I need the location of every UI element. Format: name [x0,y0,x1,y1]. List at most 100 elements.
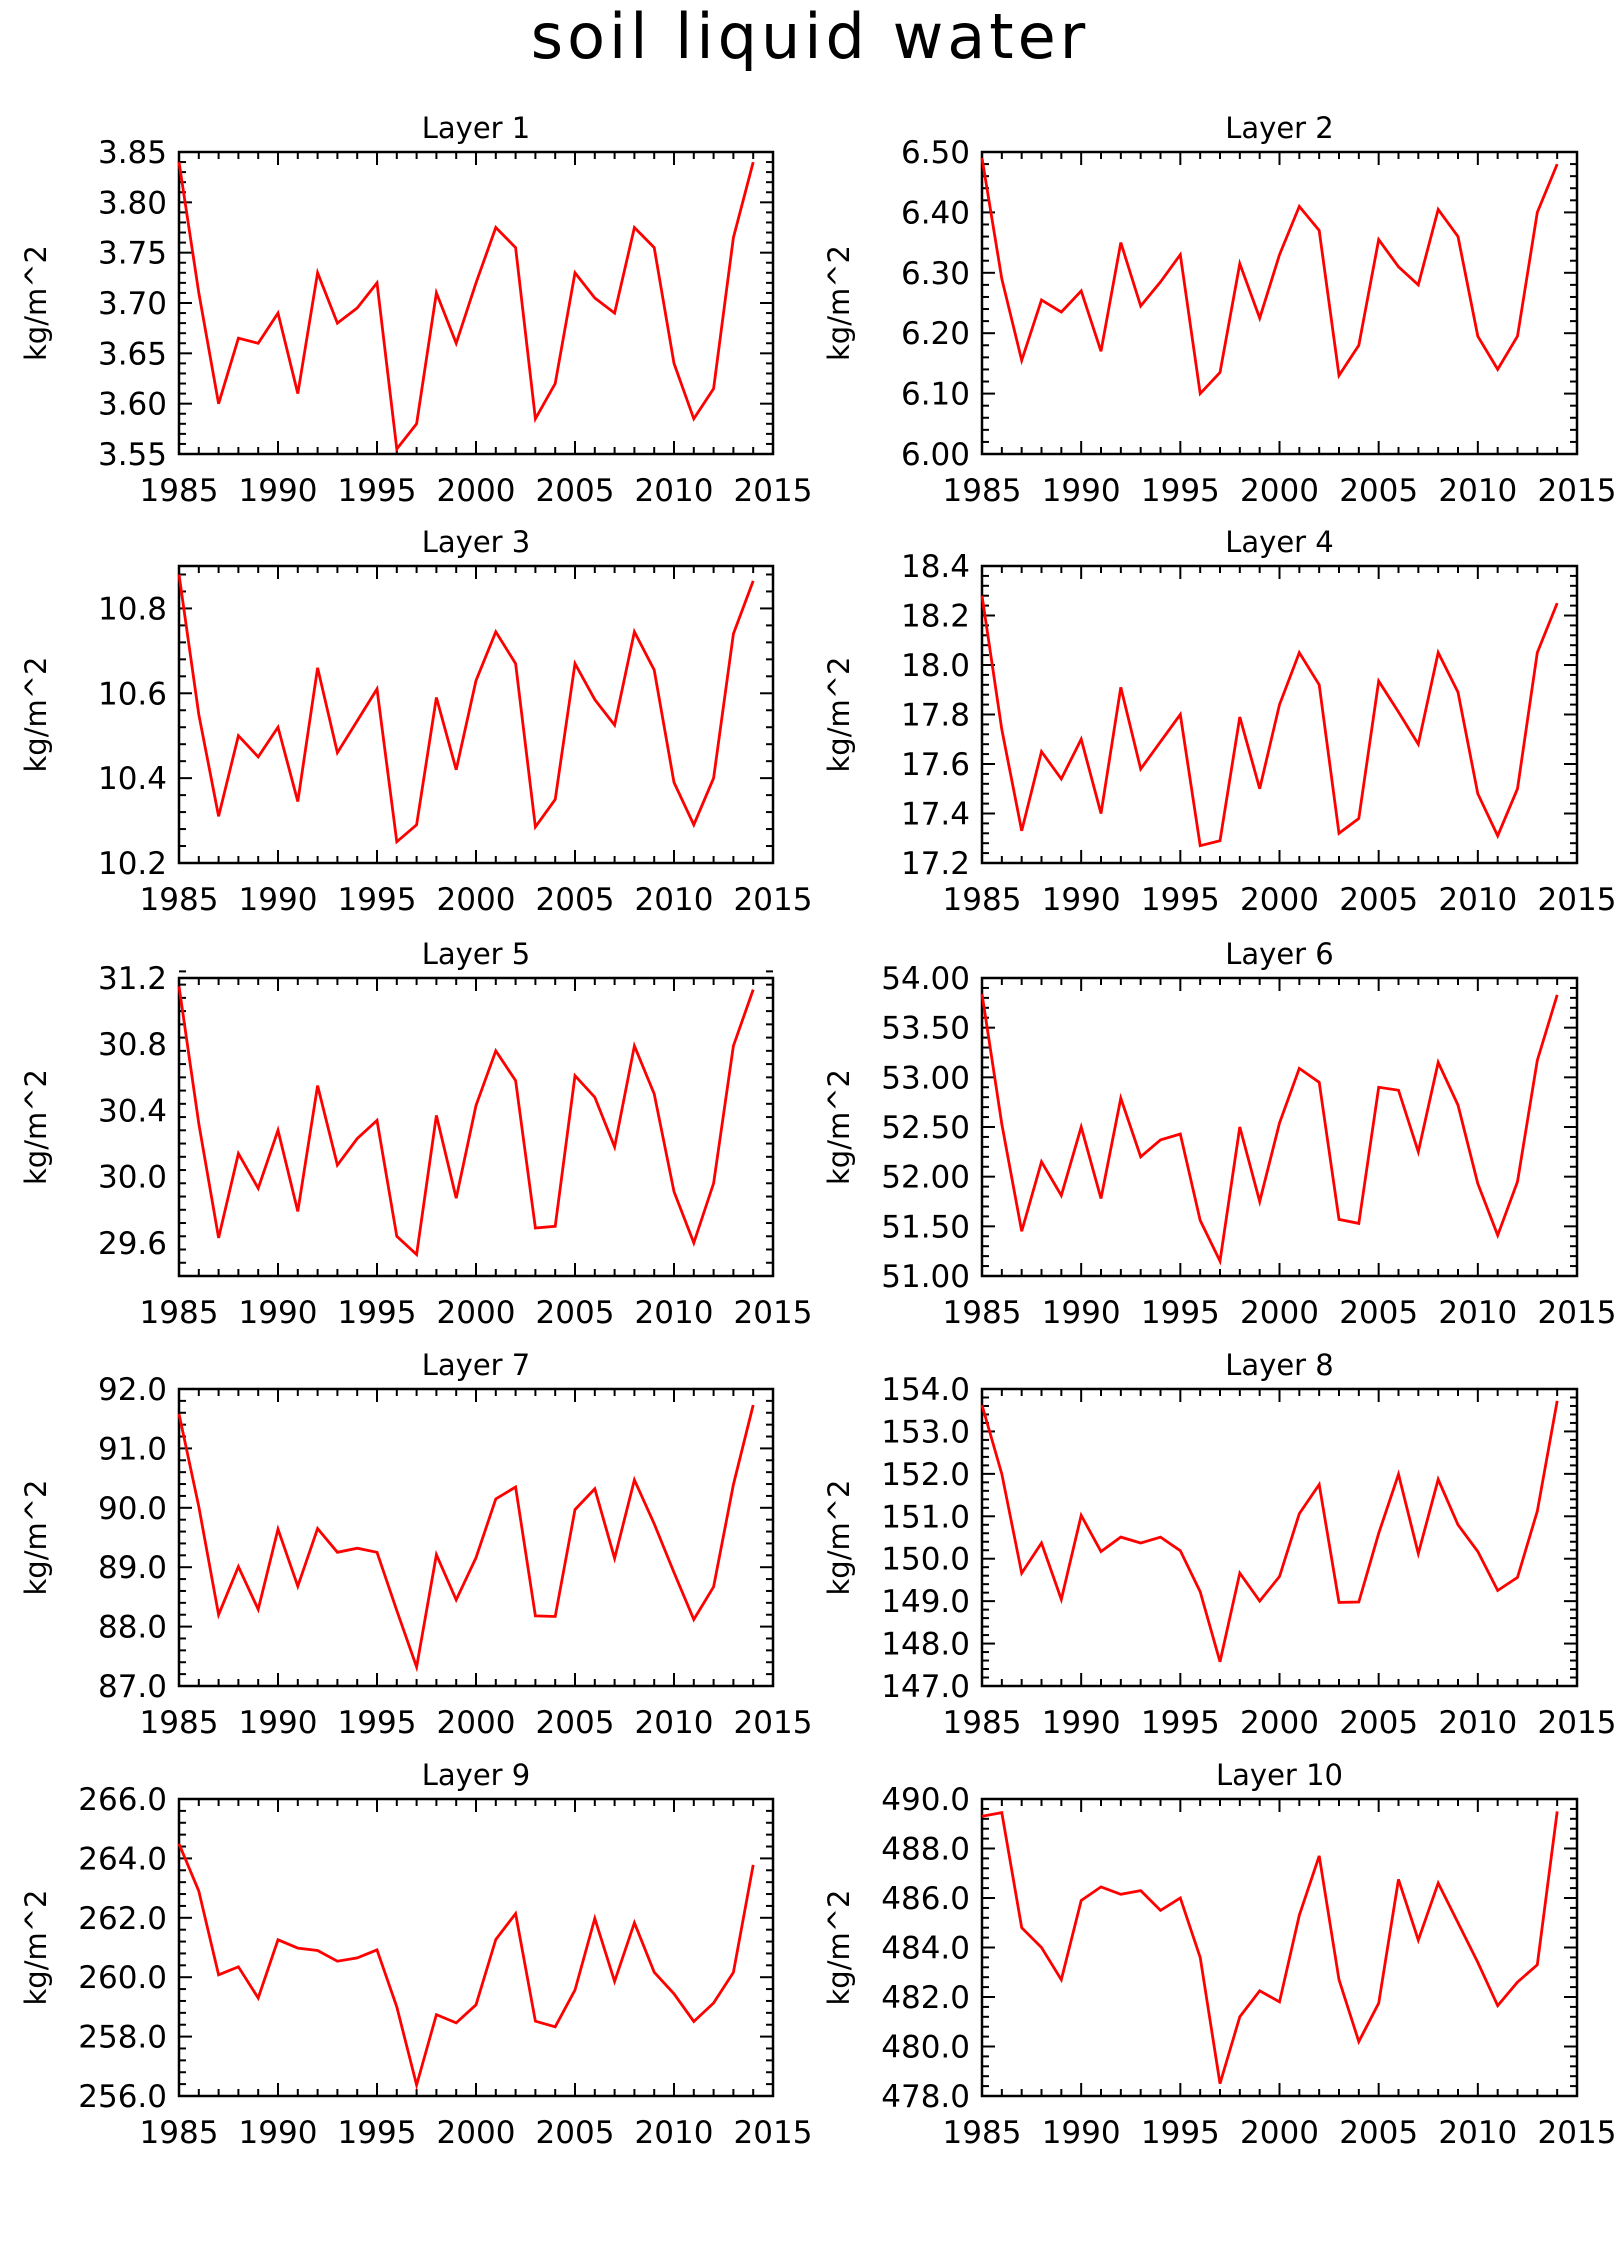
y-tick-label: 87.0 [98,1669,167,1705]
y-tick-label: 30.4 [98,1093,167,1129]
y-axis-label: kg/m^2 [822,1480,856,1596]
y-tick-label: 17.6 [901,747,970,783]
y-tick-label: 3.80 [98,185,167,221]
x-tick-label: 1995 [338,882,417,918]
panel-8: Layer 8 kg/m^2 1985 1990 1995 2000 2005 2010 201… [822,1348,1616,1741]
x-tick-label: 1995 [1141,1295,1220,1331]
y-tick-label: 478.0 [881,2079,970,2115]
x-tick-label: 2010 [635,473,714,509]
x-tick-label: 1990 [239,882,318,918]
chart-main-title: soil liquid water [530,0,1090,73]
y-tick-label: 480.0 [881,2030,970,2066]
y-tick-label: 6.50 [901,135,970,171]
x-tick-label: 1995 [338,1705,417,1741]
x-tick-label: 2000 [1240,882,1319,918]
x-tick-label: 2000 [437,473,516,509]
x-tick-label: 1990 [1042,882,1121,918]
x-tick-label: 1985 [943,882,1022,918]
y-tick-label: 30.0 [98,1160,167,1196]
y-tick-label: 53.00 [881,1060,970,1096]
panel-title: Layer 1 [422,111,531,145]
x-tick-label: 1985 [943,1705,1022,1741]
panel-title: Layer 4 [1225,525,1334,559]
x-tick-label: 2015 [734,882,813,918]
y-tick-label: 256.0 [78,2079,167,2115]
y-tick-label: 488.0 [881,1832,970,1868]
x-tick-label: 2005 [536,473,615,509]
y-tick-label: 3.60 [98,387,167,423]
series-line [980,595,1559,848]
y-tick-label: 149.0 [881,1584,970,1620]
x-tick-label: 2000 [437,882,516,918]
plot-frame [177,1387,775,1688]
x-tick-label: 1985 [140,1295,219,1331]
y-tick-label: 486.0 [881,1881,970,1917]
plot-frame [177,1797,775,2098]
y-tick-label: 3.70 [98,286,167,322]
y-tick-label: 152.0 [881,1457,970,1493]
panel-title: Layer 6 [1225,937,1334,971]
y-axis-label: kg/m^2 [19,1069,53,1185]
plot-frame [177,150,775,456]
x-tick-label: 2010 [635,882,714,918]
x-tick-label: 1990 [1042,2115,1121,2151]
panel-title: Layer 3 [422,525,531,559]
y-tick-label: 3.85 [98,135,167,171]
x-tick-label: 1995 [1141,473,1220,509]
panel-title: Layer 2 [1225,111,1334,145]
panel-2: Layer 2 kg/m^2 1985 1990 1995 2000 2005 2010 201… [822,111,1616,509]
plot-frame [980,1387,1579,1688]
x-tick-label: 2010 [635,1705,714,1741]
series-line [980,993,1559,1266]
x-tick-label: 1990 [1042,1705,1121,1741]
x-tick-label: 2000 [1240,473,1319,509]
y-axis-label: kg/m^2 [19,245,53,361]
x-tick-label: 2005 [536,1705,615,1741]
y-tick-label: 91.0 [98,1431,167,1467]
x-tick-label: 2015 [1538,473,1617,509]
x-tick-label: 1995 [1141,1705,1220,1741]
panel-10: Layer 10 kg/m^2 1985 1990 1995 2000 2005 2010 20… [822,1758,1616,2151]
y-tick-label: 484.0 [881,1931,970,1967]
y-axis-label: kg/m^2 [822,657,856,773]
y-axis-label: kg/m^2 [19,1890,53,2006]
x-tick-label: 2015 [1538,882,1617,918]
panel-7: Layer 7 kg/m^2 1985 1990 1995 2000 2005 2010 201… [19,1348,812,1741]
x-tick-label: 1990 [239,1295,318,1331]
x-tick-label: 2015 [734,2115,813,2151]
x-tick-label: 2015 [1538,1705,1617,1741]
x-tick-label: 1995 [1141,882,1220,918]
panel-6: Layer 6 kg/m^2 1985 1990 1995 2000 2005 2010 201… [822,937,1616,1331]
panel-title: Layer 7 [422,1348,531,1382]
x-tick-label: 2010 [1438,1705,1517,1741]
y-tick-label: 17.4 [901,797,970,833]
x-tick-label: 1985 [140,473,219,509]
y-tick-label: 6.30 [901,256,970,292]
x-tick-label: 1990 [239,473,318,509]
y-tick-label: 266.0 [78,1782,167,1818]
x-tick-label: 2005 [1339,2115,1418,2151]
x-tick-label: 1995 [1141,2115,1220,2151]
x-tick-label: 2005 [1339,473,1418,509]
x-tick-label: 2015 [1538,2115,1617,2151]
y-axis-label: kg/m^2 [19,1480,53,1596]
x-tick-label: 2000 [1240,1295,1319,1331]
y-tick-label: 18.4 [901,549,970,585]
x-tick-label: 1985 [943,2115,1022,2151]
series-line [177,574,755,845]
panel-1: Layer 1 kg/m^2 1985 1990 1995 2000 2005 2010 201… [19,111,812,509]
y-tick-label: 52.00 [881,1160,970,1196]
y-tick-label: 89.0 [98,1550,167,1586]
x-tick-label: 2010 [1438,882,1517,918]
x-tick-label: 2005 [536,2115,615,2151]
y-tick-label: 17.2 [901,846,970,882]
x-tick-label: 2005 [536,1295,615,1331]
series-line [981,1810,1559,2084]
y-tick-label: 3.55 [98,437,167,473]
y-tick-label: 6.20 [901,316,970,352]
x-tick-label: 2015 [734,473,813,509]
x-tick-label: 2000 [437,1295,516,1331]
y-tick-label: 262.0 [78,1901,167,1937]
panel-title: Layer 9 [422,1758,531,1792]
